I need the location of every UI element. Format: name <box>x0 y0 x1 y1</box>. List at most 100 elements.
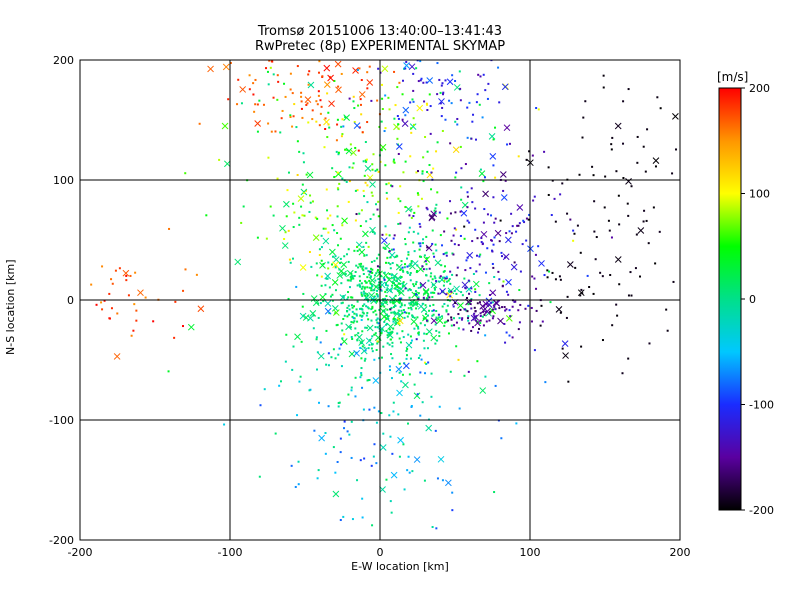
scatter-point <box>645 219 648 222</box>
scatter-point <box>358 212 361 215</box>
scatter-point <box>554 220 557 223</box>
scatter-point <box>530 306 533 309</box>
scatter-point <box>438 331 441 334</box>
scatter-point-cross <box>430 334 438 342</box>
scatter-point <box>503 306 506 309</box>
scatter-point-cross <box>386 331 394 339</box>
scatter-point-cross <box>510 263 518 271</box>
scatter-point <box>593 230 596 233</box>
scatter-point <box>326 92 329 95</box>
scatter-point <box>398 81 401 84</box>
scatter-point <box>380 275 383 278</box>
scatter-point <box>348 433 351 436</box>
scatter-point <box>429 132 432 135</box>
scatter-point <box>363 292 366 295</box>
scatter-point <box>293 103 296 106</box>
scatter-point <box>445 254 448 257</box>
scatter-point <box>419 354 422 357</box>
scatter-point <box>439 234 442 237</box>
scatter-point <box>429 304 432 307</box>
scatter-point <box>494 384 497 387</box>
scatter-point <box>349 279 352 282</box>
scatter-point <box>366 201 369 204</box>
scatter-point <box>348 97 351 100</box>
scatter-point <box>393 317 396 320</box>
scatter-point <box>490 239 493 242</box>
scatter-point <box>404 67 407 70</box>
scatter-point <box>400 260 403 263</box>
scatter-point <box>384 290 387 293</box>
scatter-point <box>543 274 546 277</box>
scatter-point <box>351 166 354 169</box>
scatter-point <box>390 353 393 356</box>
scatter-point <box>252 93 255 96</box>
scatter-point <box>341 301 344 304</box>
scatter-point <box>482 324 485 327</box>
scatter-point <box>377 170 380 173</box>
scatter-point-cross <box>403 62 410 69</box>
scatter-point <box>480 241 483 244</box>
scatter-point <box>271 60 274 63</box>
scatter-point <box>490 214 493 217</box>
scatter-point <box>287 229 290 232</box>
scatter-point <box>363 303 366 306</box>
scatter-point <box>471 240 474 243</box>
scatter-point <box>371 307 374 310</box>
scatter-point <box>101 308 104 311</box>
scatter-point <box>314 216 317 219</box>
scatter-point <box>366 306 369 309</box>
scatter-point <box>482 310 485 313</box>
scatter-point <box>411 315 414 318</box>
scatter-point <box>424 312 427 315</box>
scatter-point <box>385 261 388 264</box>
scatter-point <box>459 145 462 148</box>
scatter-point <box>356 339 359 342</box>
scatter-point <box>420 197 423 200</box>
scatter-point <box>376 317 379 320</box>
scatter-point <box>361 304 364 307</box>
scatter-point <box>373 358 376 361</box>
scatter-point <box>359 346 362 349</box>
scatter-point <box>317 94 320 97</box>
scatter-point-cross <box>331 279 339 286</box>
scatter-point <box>582 116 585 119</box>
scatter-point <box>355 264 358 267</box>
scatter-point <box>396 255 399 258</box>
scatter-point <box>321 75 324 78</box>
scatter-point <box>361 345 364 348</box>
scatter-point <box>351 518 354 521</box>
scatter-point <box>513 300 516 303</box>
scatter-point <box>591 165 594 168</box>
scatter-point <box>364 141 367 144</box>
scatter-point <box>417 327 420 330</box>
scatter-point-cross <box>327 74 334 82</box>
scatter-point <box>359 307 362 310</box>
scatter-point <box>436 93 439 96</box>
scatter-point <box>618 223 621 226</box>
scatter-point <box>358 248 361 251</box>
scatter-point-cross <box>410 318 418 325</box>
scatter-point <box>366 184 369 187</box>
scatter-point <box>423 324 426 327</box>
scatter-point <box>360 291 363 294</box>
scatter-point <box>325 363 328 366</box>
scatter-point <box>453 243 456 246</box>
scatter-point-cross <box>401 120 409 127</box>
scatter-point-cross <box>561 340 569 348</box>
scatter-point <box>391 330 394 333</box>
scatter-point <box>344 148 347 151</box>
scatter-point <box>551 179 554 182</box>
scatter-point <box>296 414 299 417</box>
scatter-point <box>469 302 472 305</box>
scatter-point <box>403 316 406 319</box>
scatter-point <box>256 236 259 239</box>
scatter-point <box>382 345 385 348</box>
scatter-point-cross <box>422 287 430 295</box>
scatter-point <box>376 289 379 292</box>
scatter-point <box>426 170 429 173</box>
scatter-point <box>286 189 289 192</box>
scatter-point <box>392 401 395 404</box>
scatter-point <box>636 161 639 164</box>
scatter-point <box>423 298 426 301</box>
scatter-point <box>408 373 411 376</box>
